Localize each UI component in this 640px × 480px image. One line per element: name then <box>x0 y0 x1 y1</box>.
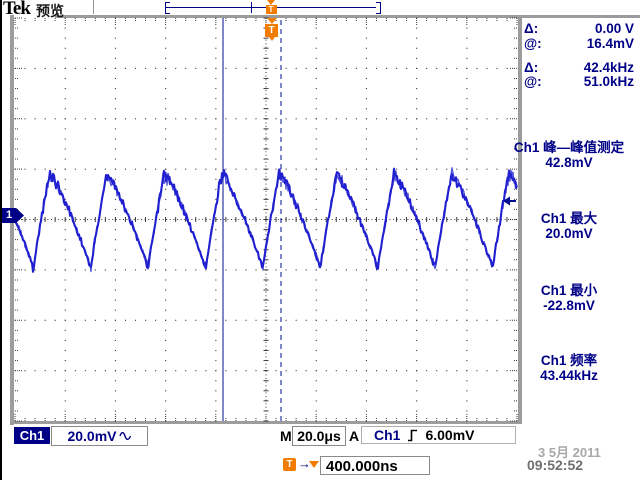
at-frequency-label: @: <box>524 74 542 89</box>
trigger-position-readout: 400.000ns <box>320 456 430 475</box>
rising-edge-icon <box>408 429 418 441</box>
trigger-t-icon: T <box>265 24 278 37</box>
measurement-label: Ch1 峰—峰值测定 <box>513 140 625 155</box>
record-view-window-tick <box>251 2 252 13</box>
at-voltage-value: 16.4mV <box>586 36 634 51</box>
measurement-value: 20.0mV <box>545 226 593 241</box>
trigger-marker-point-icon <box>268 37 275 41</box>
delta-frequency-label: Δ: <box>524 60 539 75</box>
measurement-label: Ch1 最大 <box>540 211 598 226</box>
measurement-peak-to-peak: Ch1 峰—峰值测定 42.8mV <box>498 140 640 170</box>
timebase-label: M <box>280 428 292 444</box>
trigger-source: Ch1 <box>374 427 401 443</box>
record-view-bracket-right <box>376 2 381 14</box>
trigger-position-marker: T <box>265 18 278 41</box>
acquisition-mode-label: 预览 <box>36 3 64 19</box>
ch1-scale-readout: 20.0mV <box>51 426 148 446</box>
screen-left-edge <box>0 0 2 480</box>
trigger-arrow-down-icon <box>266 18 277 24</box>
trigger-level: 6.00mV <box>425 427 475 443</box>
channel-1-marker: 1 <box>2 208 24 223</box>
trigger-arrow-down-icon <box>267 0 275 5</box>
ac-coupling-icon <box>118 431 131 441</box>
right-arrow-icon: → <box>298 456 311 471</box>
cursor-readout-row: Δ: 0.00 V <box>524 21 634 36</box>
trigger-mode-label: A <box>349 428 360 444</box>
cursor-readout-row: @: 16.4mV <box>524 36 634 51</box>
record-view-trigger-marker: T <box>265 0 277 14</box>
measurement-label: Ch1 最小 <box>540 283 598 298</box>
measurement-value: 43.44kHz <box>540 368 598 383</box>
at-frequency-value: 51.0kHz <box>583 74 634 89</box>
measurement-frequency: Ch1 频率 43.44kHz <box>498 353 640 383</box>
date-label: 3 5月 2011 <box>538 445 601 460</box>
measurement-label: Ch1 频率 <box>540 353 598 368</box>
trigger-readout: Ch1 6.00mV <box>361 426 516 444</box>
at-voltage-label: @: <box>524 36 542 51</box>
measurement-max: Ch1 最大 20.0mV <box>498 211 640 241</box>
delta-voltage-value: 0.00 V <box>594 21 634 36</box>
top-separator <box>93 0 94 14</box>
delta-frequency-value: 42.4kHz <box>583 60 634 75</box>
measurement-value: -22.8mV <box>543 298 595 313</box>
bezel-top <box>55 15 640 18</box>
time-label: 09:52:52 <box>527 457 584 473</box>
bezel-right <box>518 17 522 424</box>
tek-logo: Tek <box>3 0 31 19</box>
trigger-t-icon: T <box>283 458 296 471</box>
trigger-t-icon: T <box>265 5 277 14</box>
bezel-bottom <box>10 421 522 424</box>
ch1-scale-value: 20.0mV <box>67 428 117 444</box>
ch1-badge: Ch1 <box>14 427 50 444</box>
measurement-min: Ch1 最小 -22.8mV <box>498 283 640 313</box>
cursor-readout-row: Δ: 42.4kHz <box>524 60 634 75</box>
delta-voltage-label: Δ: <box>524 21 539 36</box>
measurement-value: 42.8mV <box>545 155 593 170</box>
record-view-bracket-left <box>165 2 170 14</box>
cursor-readout-row: @: 51.0kHz <box>524 74 634 89</box>
timebase-readout: 20.0μs <box>292 426 346 446</box>
trigger-delay-triangle-icon <box>309 461 319 468</box>
